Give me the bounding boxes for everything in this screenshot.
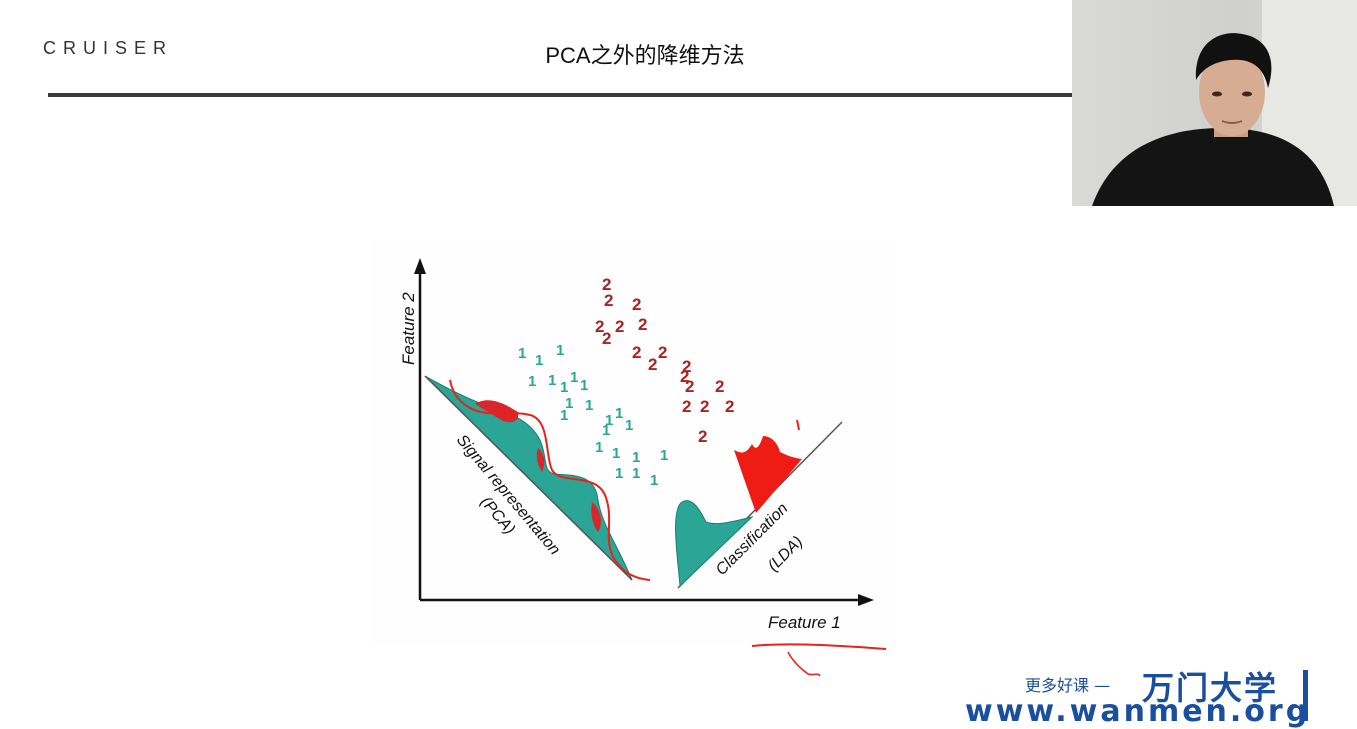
watermark-bar (1303, 670, 1308, 721)
class-point: 2 (602, 275, 611, 294)
class-point: 1 (548, 372, 556, 389)
class-point: 1 (580, 377, 588, 394)
class-point: 1 (565, 395, 573, 412)
class-point: 1 (560, 407, 568, 424)
class-point: 1 (660, 447, 668, 464)
title-divider (48, 93, 1088, 97)
class-point: 1 (528, 373, 536, 390)
annotation-hook (787, 651, 821, 677)
annotation-pca-curve (449, 379, 651, 581)
lda-density-class1 (675, 500, 754, 588)
class-point: 2 (595, 317, 604, 336)
class-point: 1 (615, 465, 623, 482)
pca-lda-diagram: Feature 2 Feature 1 Signal representatio… (370, 240, 890, 645)
class-point: 2 (615, 317, 624, 336)
y-axis-arrow (414, 258, 426, 274)
class-point: 2 (680, 367, 689, 386)
class-point: 2 (648, 355, 657, 374)
wanmen-watermark: 更多好课 — 万门大学 www.wanmen.org (960, 660, 1357, 727)
watermark-cta: 更多好课 — (1025, 676, 1111, 695)
class-point: 1 (518, 345, 526, 362)
pca-density-class2-top (475, 400, 519, 423)
class-point: 1 (605, 412, 613, 429)
class-point: 2 (698, 427, 707, 446)
class-point: 1 (632, 465, 640, 482)
pca-projection-axis (424, 375, 633, 581)
cruiser-logo: CRUISER (43, 38, 174, 58)
class-point: 1 (585, 397, 593, 414)
class-point: 2 (602, 329, 611, 348)
pca-density-class2-low (591, 502, 601, 532)
class1-scatter: 1 111 1 11 11 11 1 11 11 1 1 11 1 1 (518, 342, 668, 489)
class-point: 1 (650, 472, 658, 489)
class-point: 2 (685, 377, 694, 396)
class-point: 2 (700, 397, 709, 416)
class-point: 2 (725, 397, 734, 416)
class-point: 1 (615, 405, 623, 422)
class-point: 1 (612, 445, 620, 462)
pca-density-class2-mid (536, 448, 545, 472)
annotation-underline (751, 643, 887, 650)
x-axis-arrow (858, 594, 874, 606)
slide-title: PCA之外的降维方法 (545, 43, 745, 68)
presenter-webcam (1072, 0, 1357, 206)
class-point: 2 (638, 315, 647, 334)
x-axis-label: Feature 1 (768, 613, 841, 632)
class-point: 1 (535, 352, 543, 369)
class-point: 2 (658, 343, 667, 362)
class-point: 1 (560, 379, 568, 396)
class-point: 2 (682, 397, 691, 416)
class-point: 2 (632, 295, 641, 314)
class-point: 1 (602, 422, 610, 439)
class-point: 2 (632, 343, 641, 362)
annotation-underline-area (740, 630, 900, 690)
class-point: 2 (604, 291, 613, 310)
class-point: 2 (715, 377, 724, 396)
class-point: 1 (556, 342, 564, 359)
class-point: 1 (595, 439, 603, 456)
watermark-url: www.wanmen.org (965, 694, 1311, 729)
class-point: 2 (682, 357, 691, 376)
class-point: 1 (632, 449, 640, 466)
presenter-video-frame (1072, 0, 1357, 206)
class-point: 1 (570, 369, 578, 386)
watermark-brand: 万门大学 (1142, 669, 1279, 707)
lda-density-class2 (734, 436, 802, 513)
annotation-tick (796, 419, 800, 431)
y-axis-label: Feature 2 (399, 292, 418, 365)
class-point: 1 (625, 417, 633, 434)
